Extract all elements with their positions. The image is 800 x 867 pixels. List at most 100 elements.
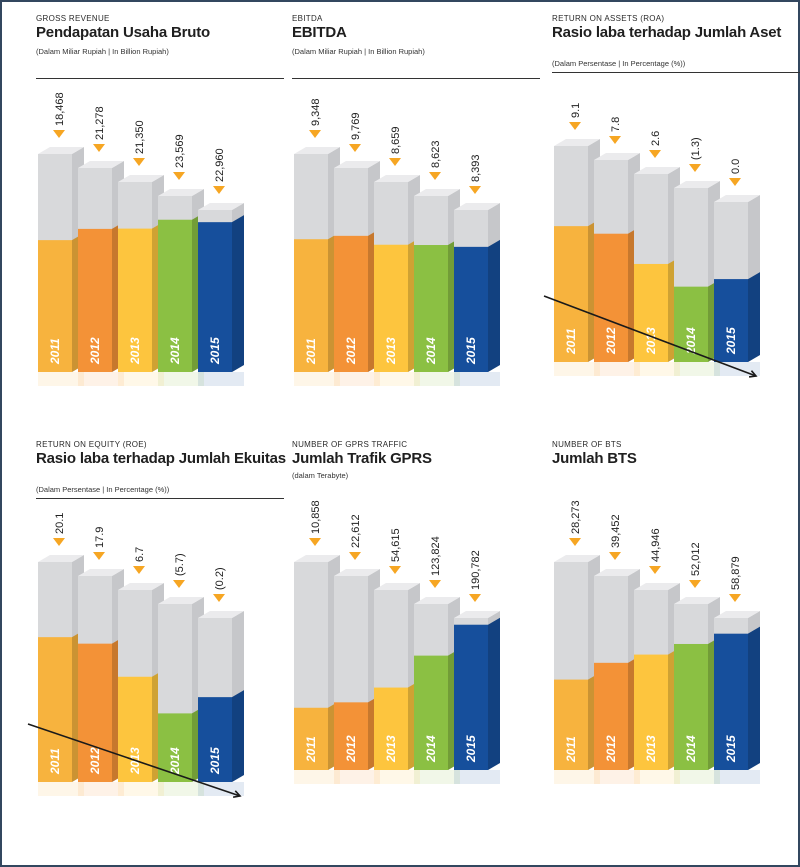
bar-reflection	[594, 362, 640, 376]
value-marker-icon	[349, 144, 361, 152]
chart-subtitle: (Dalam Persentase | In Percentage (%))	[36, 485, 170, 494]
value-marker-icon	[569, 538, 581, 546]
pillar-top	[454, 611, 500, 618]
chart-subtitle: (Dalam Persentase | In Percentage (%))	[552, 59, 686, 68]
chart-title: Rasio laba terhadap Jumlah Aset	[552, 24, 782, 41]
pillar-top	[414, 189, 460, 196]
chart-caption: NUMBER OF GPRS TRAFFIC	[292, 440, 408, 449]
value-marker-icon	[349, 552, 361, 560]
bar-2015: 2015 190,782	[454, 550, 500, 784]
pillar-top	[594, 569, 640, 576]
value-marker-icon	[173, 172, 185, 180]
data-label: 39,452	[610, 514, 622, 548]
chart-title: EBITDA	[292, 24, 347, 41]
bar-reflection	[634, 770, 680, 784]
pillar-top	[714, 195, 760, 202]
bar-value-fill	[158, 219, 192, 372]
bar-reflection	[118, 782, 164, 796]
pillar-top	[634, 167, 680, 174]
panel-gross-revenue: GROSS REVENUE Pendapatan Usaha Bruto (Da…	[36, 14, 290, 434]
value-marker-icon	[429, 580, 441, 588]
bar-reflection	[374, 372, 420, 386]
chart-title: Jumlah Trafik GPRS	[292, 450, 432, 467]
panel-roe: RETURN ON EQUITY (ROE) Rasio laba terhad…	[27, 440, 290, 860]
year-label: 2014	[684, 327, 698, 355]
data-label: 9.1	[570, 103, 582, 118]
trend-arrow-icon	[27, 723, 242, 798]
value-marker-icon	[93, 144, 105, 152]
title-rule	[292, 78, 540, 79]
pillar-top	[374, 583, 420, 590]
data-label: 52,012	[690, 542, 702, 576]
year-label: 2013	[384, 337, 398, 365]
bar-value-fill	[78, 643, 112, 782]
bar-2012: 2012 21,278	[78, 106, 124, 386]
bar-value-fill	[38, 637, 72, 782]
bar-reflection	[294, 770, 340, 784]
bar-2012: 2012 7.8	[594, 117, 640, 376]
data-label: 22,612	[350, 514, 362, 548]
value-marker-icon	[133, 158, 145, 166]
bar-value-side	[748, 626, 760, 770]
pillar-top	[634, 583, 680, 590]
bar-reflection	[78, 782, 124, 796]
bar-2015: 2015 0.0	[714, 159, 760, 376]
value-marker-icon	[213, 186, 225, 194]
chart-caption: GROSS REVENUE	[36, 14, 110, 23]
year-label: 2012	[344, 735, 358, 763]
bar-value-side	[232, 690, 244, 782]
value-marker-icon	[649, 566, 661, 574]
value-marker-icon	[133, 566, 145, 574]
pillar-top	[334, 569, 380, 576]
bar-2014: 2014 23,569	[158, 134, 204, 386]
bar-2014: 2014 (1.3)	[674, 137, 720, 376]
data-label: 8,393	[470, 154, 482, 182]
year-label: 2013	[644, 735, 658, 763]
bar-2011: 2011 18,468	[38, 92, 84, 386]
bar-chart-roe: 2011 20.1 2012 17.9 20136.7 2014 (5.7) 2015 (0.2…	[27, 513, 244, 798]
year-label: 2014	[424, 735, 438, 763]
year-label: 2015	[208, 747, 222, 775]
year-label: 2015	[464, 735, 478, 763]
chart-title: Pendapatan Usaha Bruto	[36, 24, 210, 41]
bar-reflection	[594, 770, 640, 784]
bar-2012: 2012 22,612	[334, 514, 380, 784]
data-label: 20.1	[54, 513, 66, 534]
bar-value-fill	[594, 662, 628, 770]
value-marker-icon	[389, 566, 401, 574]
data-label: 18,468	[54, 92, 66, 126]
bar-chart-gross-revenue: 2011 18,468 2012 21,278 2013 21,350 2014 23,569…	[38, 92, 244, 386]
pillar-top	[554, 555, 600, 562]
year-label: 2012	[604, 327, 618, 355]
value-marker-icon	[609, 136, 621, 144]
value-marker-icon	[649, 150, 661, 158]
bar-reflection	[554, 770, 600, 784]
bar-2014: 2014 8,623	[414, 140, 460, 386]
bar-reflection	[454, 372, 500, 386]
bar-2012: 2012 17.9	[78, 527, 124, 796]
year-label: 2011	[304, 338, 318, 365]
bar-value-fill	[594, 233, 628, 362]
year-label: 2012	[88, 337, 102, 365]
pillar-top	[78, 161, 124, 168]
pillar-top	[118, 175, 164, 182]
pillar-top	[158, 597, 204, 604]
pillar-top	[38, 147, 84, 154]
pillar-top	[674, 181, 720, 188]
bar-2015: 2015 58,879	[714, 556, 760, 784]
bar-reflection	[38, 372, 84, 386]
data-label: 2.6	[650, 131, 662, 146]
bar-value-fill	[674, 286, 708, 362]
year-label: 2011	[48, 748, 62, 775]
bar-chart-roa: 2011 9.1 2012 7.8 2013 2.6 2014 (1.3) 2015 0.0	[543, 103, 760, 378]
year-label: 2015	[724, 327, 738, 355]
year-label: 2012	[88, 747, 102, 775]
bar-2011: 2011 10,858	[294, 500, 340, 784]
bar-2011: 2011 20.1	[38, 513, 84, 796]
value-marker-icon	[689, 164, 701, 172]
bar-reflection	[118, 372, 164, 386]
pillar-top	[454, 203, 500, 210]
pillar-top	[714, 611, 760, 618]
bar-value-fill	[414, 245, 448, 372]
value-marker-icon	[729, 178, 741, 186]
